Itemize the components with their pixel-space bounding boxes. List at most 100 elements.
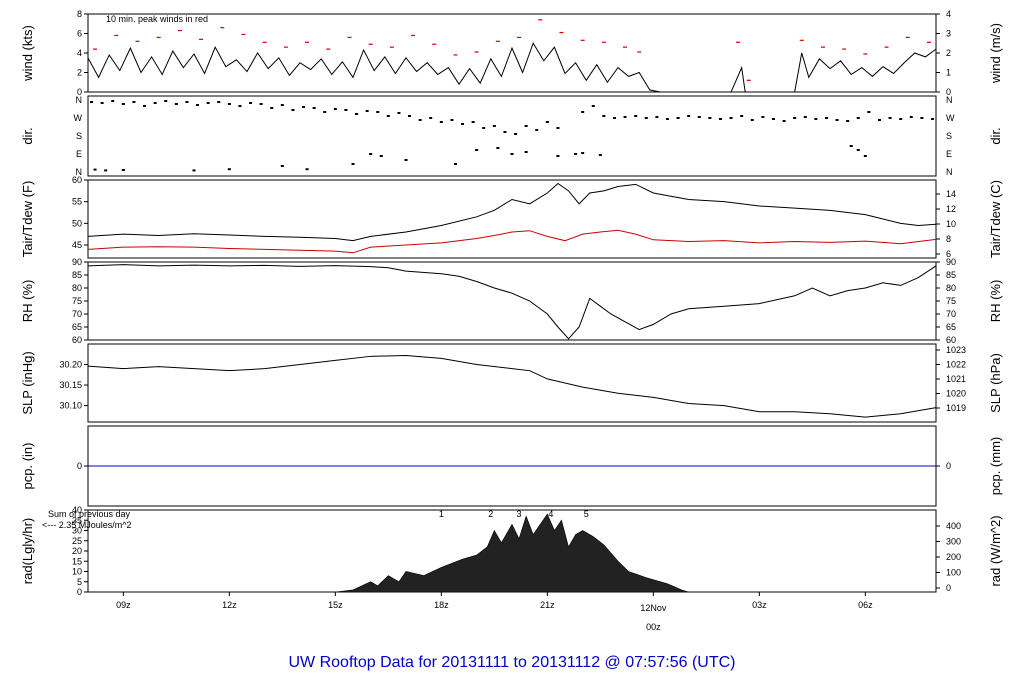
wind-ytick-right-label: 4 <box>946 9 951 19</box>
rad-ytick-left-label: 10 <box>72 567 82 577</box>
rh-ytick-left-label: 80 <box>72 283 82 293</box>
x-tick-label: 06z <box>858 600 873 610</box>
temp-frame <box>87 179 937 259</box>
dir-point <box>365 110 369 112</box>
dir-point <box>217 101 221 103</box>
slp-ytick-right-label: 1022 <box>946 360 966 370</box>
dir-point <box>379 155 383 157</box>
dir-point <box>803 116 807 118</box>
dir-point <box>482 127 486 129</box>
dir-dir-label-right: S <box>946 131 952 141</box>
panel-dir: dir. dir.N NE ES SW WN N <box>20 95 1003 177</box>
panel-slp: SLP (inHg) SLP (hPa) 30.10 30.15 30.20 1019 10… <box>20 343 1003 423</box>
rad-ytick-left-label: 35 <box>72 515 82 525</box>
wind-ylabel-right: wind (m/s) <box>988 23 1003 84</box>
dir-point <box>351 163 355 165</box>
dir-point <box>510 153 514 155</box>
slp-ytick-right-label: 1021 <box>946 374 966 384</box>
dir-point <box>238 105 242 107</box>
dir-point <box>376 111 380 113</box>
slp-ytick-right-label: 1023 <box>946 345 966 355</box>
x-date-label: 12Nov <box>640 603 667 613</box>
wind-ytick-right-label: 0 <box>946 87 951 97</box>
dir-point <box>655 116 659 118</box>
dir-point <box>697 116 701 118</box>
slp-ytick-left-label: 30.10 <box>59 401 82 411</box>
wind-line <box>87 42 937 93</box>
dir-point <box>475 149 479 151</box>
panel-rh: RH (%) RH (%) 60 65 70 75 80 85 90 60 65 70 75 80 85 90 <box>20 257 1003 345</box>
dir-point <box>461 123 465 125</box>
dir-point <box>814 118 818 120</box>
temp-ytick-right-label: 6 <box>946 249 951 259</box>
rad-area <box>335 513 689 593</box>
dir-point <box>581 152 585 154</box>
x-tick-label: 21z <box>540 600 555 610</box>
dir-point <box>206 102 210 104</box>
dir-point <box>280 104 284 106</box>
dir-point <box>574 153 578 155</box>
panel-temp: Tair/Tdew (F) Tair/Tdew (C) 45 50 55 60 6 8 10 12… <box>20 175 1003 259</box>
dir-point <box>824 117 828 119</box>
rh-line <box>87 264 937 340</box>
rad-marker: 5 <box>584 509 589 519</box>
dir-point <box>93 168 97 171</box>
rad-ytick-left-label: 15 <box>72 556 82 566</box>
dir-point <box>429 117 433 119</box>
temp-ytick-right-label: 12 <box>946 204 956 214</box>
dir-dir-label-right: N <box>946 167 953 177</box>
dir-point <box>291 109 295 111</box>
temp-ylabel-left: Tair/Tdew (F) <box>20 181 35 258</box>
slp-line <box>87 354 937 418</box>
pcp-ytick-right-label: 0 <box>946 461 951 471</box>
dir-point <box>863 155 867 157</box>
temp-ytick-left-label: 50 <box>72 218 82 228</box>
dir-dir-label-right: N <box>946 95 953 105</box>
dir-point <box>598 154 602 156</box>
dir-point <box>888 117 892 119</box>
dir-point <box>856 117 860 119</box>
dir-dir-label-left: S <box>76 131 82 141</box>
rad-marker: 1 <box>439 509 444 519</box>
dir-point <box>323 111 327 113</box>
dir-point <box>846 120 850 122</box>
temp-ytick-left-label: 60 <box>72 175 82 185</box>
dir-point <box>835 119 839 121</box>
dir-point <box>496 147 500 149</box>
dir-point <box>111 100 115 102</box>
dir-point <box>344 109 348 111</box>
dir-point <box>856 149 860 151</box>
dir-point <box>761 116 765 118</box>
slp-ytick-left-label: 30.15 <box>59 380 82 390</box>
wind-ytick-left-label: 2 <box>77 68 82 78</box>
dir-point <box>877 119 881 121</box>
rad-annotation-line1: Sum of previous day <box>48 509 131 519</box>
dir-point <box>132 101 136 103</box>
dir-point <box>708 117 712 119</box>
rh-frame <box>87 261 937 341</box>
rad-marker: 2 <box>488 509 493 519</box>
x-tick-label: 09z <box>116 600 131 610</box>
dir-point <box>185 101 189 103</box>
temp-ytick-right-label: 8 <box>946 234 951 244</box>
wind-ytick-left-label: 0 <box>77 87 82 97</box>
x-tick-label: 15z <box>328 600 343 610</box>
wind-ytick-left-label: 8 <box>77 9 82 19</box>
dir-point <box>104 169 108 172</box>
pcp-ylabel-right: pcp. (mm) <box>988 437 1003 496</box>
dir-point <box>581 111 585 113</box>
wind-ylabel-left: wind (kts) <box>20 25 35 82</box>
dir-point <box>227 168 231 171</box>
dir-point <box>192 169 196 172</box>
rh-ytick-right-label: 85 <box>946 270 956 280</box>
dir-point <box>143 105 147 107</box>
slp-ytick-left-label: 30.20 <box>59 360 82 370</box>
dir-point <box>121 169 125 171</box>
rad-ytick-left-label: 20 <box>72 546 82 556</box>
dir-point <box>849 145 853 147</box>
dir-dir-label-left: N <box>76 95 83 105</box>
dir-point <box>302 106 306 108</box>
rh-ytick-left-label: 75 <box>72 296 82 306</box>
rh-ytick-right-label: 65 <box>946 322 956 332</box>
